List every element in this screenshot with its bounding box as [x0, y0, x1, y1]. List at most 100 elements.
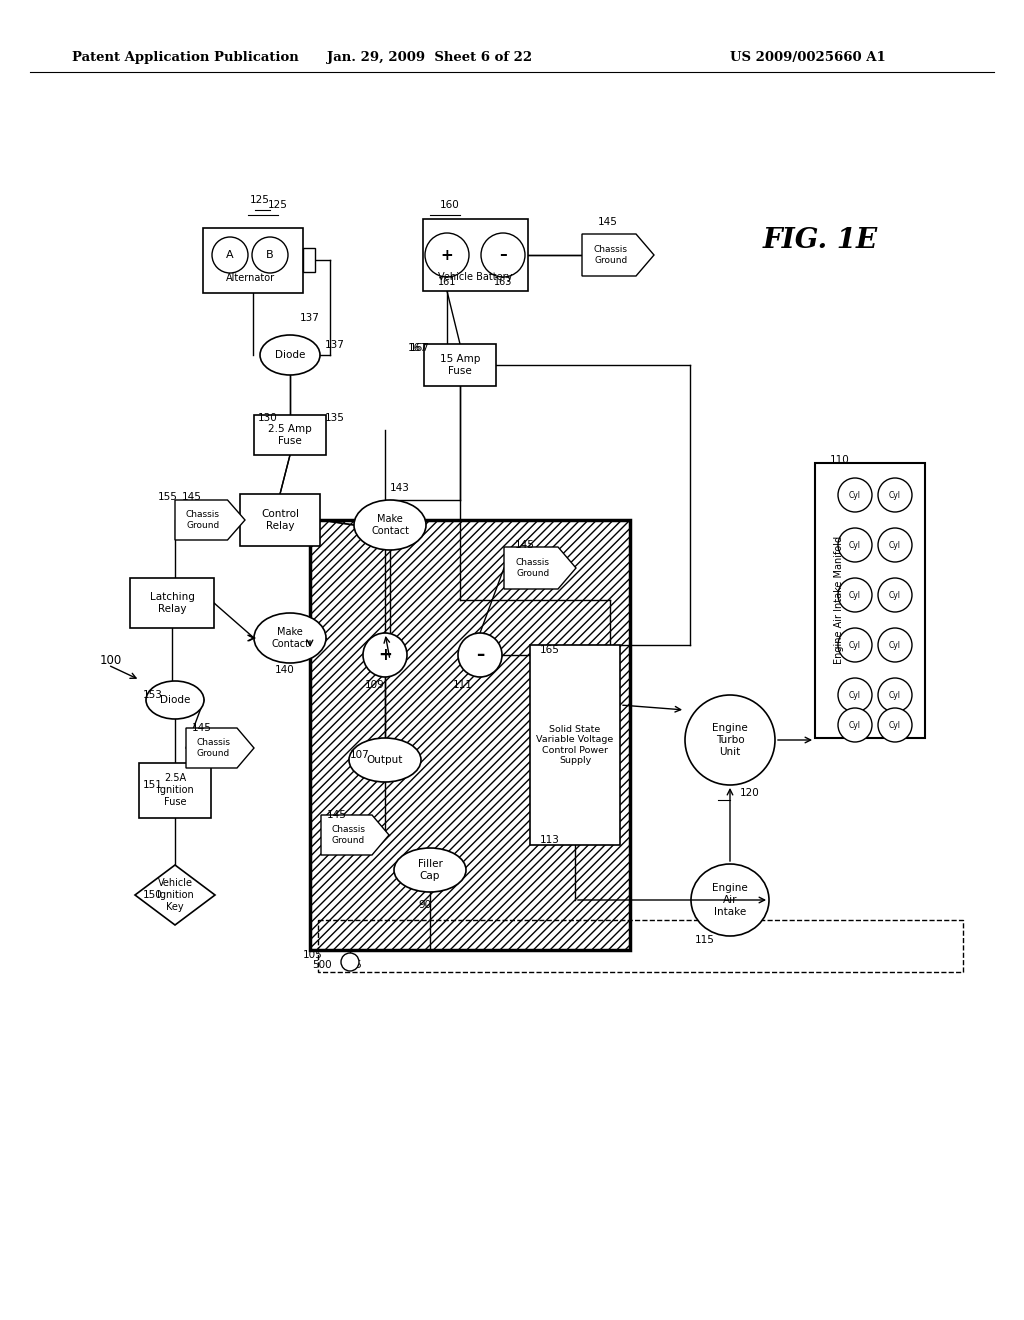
Circle shape — [878, 528, 912, 562]
Circle shape — [212, 238, 248, 273]
FancyBboxPatch shape — [424, 345, 496, 385]
Text: US 2009/0025660 A1: US 2009/0025660 A1 — [730, 51, 886, 65]
Text: 160: 160 — [440, 201, 460, 210]
Circle shape — [838, 628, 872, 663]
Polygon shape — [321, 814, 389, 855]
Text: 163: 163 — [494, 277, 512, 286]
Text: 135: 135 — [325, 413, 345, 422]
Text: Cyl: Cyl — [889, 640, 901, 649]
Text: 155: 155 — [158, 492, 178, 502]
Text: Solid State
Variable Voltage
Control Power
Supply: Solid State Variable Voltage Control Pow… — [537, 725, 613, 766]
Polygon shape — [135, 865, 215, 925]
Text: Vehicle
Ignition
Key: Vehicle Ignition Key — [157, 878, 194, 912]
Text: +: + — [378, 645, 392, 664]
Text: Jan. 29, 2009  Sheet 6 of 22: Jan. 29, 2009 Sheet 6 of 22 — [328, 51, 532, 65]
Ellipse shape — [349, 738, 421, 781]
Text: Make
Contact: Make Contact — [371, 515, 409, 536]
Ellipse shape — [685, 696, 775, 785]
Text: 111: 111 — [453, 680, 473, 690]
Text: Engine
Air
Intake: Engine Air Intake — [712, 883, 748, 916]
Text: Cyl: Cyl — [849, 640, 861, 649]
Text: Chassis
Ground: Chassis Ground — [331, 825, 366, 845]
Text: 140: 140 — [275, 665, 295, 675]
Text: 107: 107 — [350, 750, 370, 760]
Text: 105: 105 — [303, 950, 323, 960]
Text: 2.5 Amp
Fuse: 2.5 Amp Fuse — [268, 424, 312, 446]
Text: –: – — [476, 645, 484, 664]
Text: 150: 150 — [143, 890, 163, 900]
Text: 145: 145 — [327, 810, 347, 820]
Text: FIG. 1E: FIG. 1E — [763, 227, 878, 253]
Circle shape — [838, 678, 872, 711]
Text: Chassis
Ground: Chassis Ground — [516, 558, 550, 578]
Text: 113: 113 — [540, 836, 560, 845]
Text: 115: 115 — [695, 935, 715, 945]
Ellipse shape — [394, 847, 466, 892]
Text: Cyl: Cyl — [889, 690, 901, 700]
Text: 137: 137 — [325, 341, 345, 350]
FancyBboxPatch shape — [130, 578, 214, 628]
Text: 15 Amp
Fuse: 15 Amp Fuse — [440, 354, 480, 376]
Circle shape — [481, 234, 525, 277]
FancyBboxPatch shape — [203, 227, 303, 293]
Text: 125: 125 — [268, 201, 288, 210]
FancyBboxPatch shape — [423, 219, 527, 290]
Text: Cyl: Cyl — [889, 491, 901, 499]
Text: 500: 500 — [312, 960, 332, 970]
Circle shape — [252, 238, 288, 273]
Text: B: B — [266, 249, 273, 260]
Text: 137: 137 — [300, 313, 319, 323]
Text: 90: 90 — [418, 900, 431, 909]
Text: 165: 165 — [540, 645, 560, 655]
Circle shape — [878, 628, 912, 663]
Text: –: – — [499, 248, 507, 263]
Text: Diode: Diode — [274, 350, 305, 360]
Circle shape — [878, 708, 912, 742]
Text: 151: 151 — [143, 780, 163, 789]
Polygon shape — [175, 500, 245, 540]
Circle shape — [838, 528, 872, 562]
Text: Engine
Turbo
Unit: Engine Turbo Unit — [712, 723, 748, 756]
Circle shape — [838, 708, 872, 742]
Text: Chassis
Ground: Chassis Ground — [594, 246, 628, 265]
Ellipse shape — [354, 500, 426, 550]
FancyBboxPatch shape — [139, 763, 211, 817]
Text: 145: 145 — [515, 540, 535, 550]
Text: Cyl: Cyl — [889, 540, 901, 549]
Text: 2.5A
Ignition
Fuse: 2.5A Ignition Fuse — [157, 774, 194, 807]
Circle shape — [458, 634, 502, 677]
Text: Cyl: Cyl — [889, 590, 901, 599]
Circle shape — [878, 578, 912, 612]
Polygon shape — [186, 729, 254, 768]
Text: 153: 153 — [143, 690, 163, 700]
Text: 167: 167 — [408, 343, 428, 352]
Text: 167: 167 — [410, 343, 430, 352]
Text: Alternator: Alternator — [225, 273, 274, 282]
Text: +: + — [440, 248, 454, 263]
Text: Cyl: Cyl — [849, 491, 861, 499]
Circle shape — [838, 478, 872, 512]
Text: Vehicle Battery: Vehicle Battery — [438, 272, 512, 282]
Text: 505: 505 — [342, 960, 361, 970]
Text: A: A — [226, 249, 233, 260]
Circle shape — [425, 234, 469, 277]
Circle shape — [878, 478, 912, 512]
Text: 100: 100 — [100, 653, 122, 667]
FancyBboxPatch shape — [530, 645, 620, 845]
Ellipse shape — [691, 865, 769, 936]
Text: Latching
Relay: Latching Relay — [150, 593, 195, 614]
Text: Diode: Diode — [160, 696, 190, 705]
Text: 161: 161 — [438, 277, 456, 286]
Ellipse shape — [146, 681, 204, 719]
Text: Cyl: Cyl — [849, 721, 861, 730]
Text: 120: 120 — [740, 788, 760, 799]
Polygon shape — [582, 234, 654, 276]
Ellipse shape — [254, 612, 326, 663]
Text: Make
Contact: Make Contact — [271, 627, 309, 649]
Text: 145: 145 — [182, 492, 202, 502]
Text: Engine Air Intake Manifold: Engine Air Intake Manifold — [834, 536, 844, 664]
Text: Cyl: Cyl — [849, 590, 861, 599]
FancyBboxPatch shape — [240, 494, 319, 546]
Text: 145: 145 — [193, 723, 212, 733]
Text: 145: 145 — [598, 216, 617, 227]
